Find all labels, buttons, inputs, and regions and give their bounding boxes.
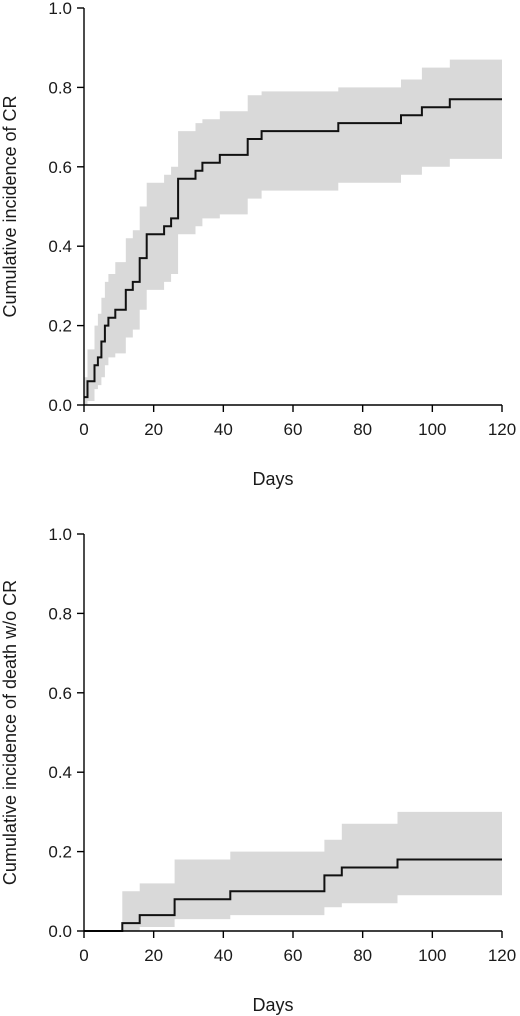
y-tick-label: 0.2 — [48, 843, 72, 862]
cumulative-incidence-line — [84, 858, 502, 932]
confidence-band — [84, 59, 502, 405]
y-tick-label: 0.4 — [48, 763, 72, 782]
x-tick-label: 0 — [79, 420, 88, 439]
y-tick-label: 1.0 — [48, 0, 72, 18]
x-tick-label: 120 — [488, 946, 516, 965]
x-tick-label: 20 — [144, 946, 163, 965]
y-axis-label: Cumulative incidence of death w/o CR — [0, 580, 20, 885]
x-tick-label: 80 — [353, 946, 372, 965]
y-tick-label: 0.2 — [48, 317, 72, 336]
x-tick-label: 120 — [488, 420, 516, 439]
chart-panel-1: 0 20 40 60 80 100 120 0.0 0.2 0.4 0.6 0.8 1.0 Days Cum… — [0, 0, 516, 489]
y-axis-label: Cumulative incidence of CR — [0, 95, 20, 317]
x-tick-label: 40 — [214, 420, 233, 439]
x-axis-label: Days — [252, 469, 293, 489]
y-tick-label: 0.0 — [48, 396, 72, 415]
y-tick-label: 1.0 — [48, 525, 72, 544]
x-tick-label: 40 — [214, 946, 233, 965]
confidence-band — [84, 811, 502, 931]
y-tick-label: 0.0 — [48, 922, 72, 941]
x-tick-label: 60 — [284, 420, 303, 439]
y-tick-label: 0.6 — [48, 158, 72, 177]
y-tick-label: 0.4 — [48, 237, 72, 256]
cumulative-incidence-line — [84, 98, 502, 399]
x-axis-label: Days — [252, 995, 293, 1015]
chart-panel-2: 0 20 40 60 80 100 120 0.0 0.2 0.4 0.6 0.8 1.0 Days Cum… — [0, 525, 516, 1015]
y-tick-label: 0.8 — [48, 604, 72, 623]
y-tick-label: 0.6 — [48, 684, 72, 703]
x-tick-label: 80 — [353, 420, 372, 439]
x-tick-label: 100 — [418, 946, 446, 965]
x-tick-label: 100 — [418, 420, 446, 439]
x-tick-label: 60 — [284, 946, 303, 965]
y-tick-label: 0.8 — [48, 78, 72, 97]
x-tick-label: 20 — [144, 420, 163, 439]
x-tick-label: 0 — [79, 946, 88, 965]
